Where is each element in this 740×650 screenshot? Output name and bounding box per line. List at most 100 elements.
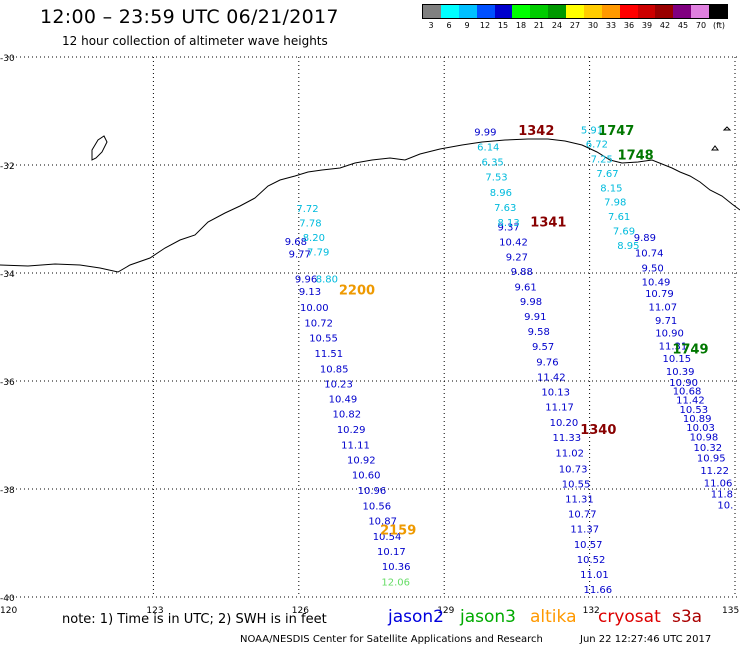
australia-south-coastline xyxy=(0,138,740,273)
wave-height-value: 9.98 xyxy=(520,297,542,308)
wave-height-value: 10.20 xyxy=(550,418,579,429)
page-title: 12:00 – 23:59 UTC 06/21/2017 xyxy=(40,6,339,28)
wave-height-value: 11.17 xyxy=(545,403,574,414)
wave-height-value: 11.42 xyxy=(537,372,566,383)
satellite-name: cryosat xyxy=(598,607,661,627)
legend-swatch xyxy=(566,5,584,18)
wave-height-value: 10.53 xyxy=(679,405,708,416)
wave-height-labels: 9.689.779.969.1310.0010.7210.5511.5110.8… xyxy=(285,124,734,596)
legend-label: 27 xyxy=(569,21,581,30)
wave-height-value: 11.8 xyxy=(711,490,733,501)
wave-height-value: 10.90 xyxy=(655,329,684,340)
wave-height-value: 11.11 xyxy=(341,441,370,452)
latitude-tick-label: -40 xyxy=(0,594,15,604)
wave-height-value: 10.73 xyxy=(559,464,588,475)
wave-height-value: 6.14 xyxy=(477,142,499,153)
wave-height-value: 10.55 xyxy=(562,479,591,490)
pass-time-label: 1748 xyxy=(618,149,654,164)
legend-label: 3 xyxy=(428,21,434,30)
legend-label: 33 xyxy=(605,21,617,30)
latitude-tick-label: -32 xyxy=(0,162,15,172)
legend-label: 21 xyxy=(533,21,545,30)
wave-height-value: 7.69 xyxy=(613,227,635,238)
legend-label: 9 xyxy=(464,21,470,30)
wave-height-value: 10.96 xyxy=(358,486,387,497)
wave-height-value: 9.88 xyxy=(511,267,533,278)
legend-swatch xyxy=(655,5,674,18)
wave-height-value: 10.74 xyxy=(635,248,664,259)
legend-label: 42 xyxy=(659,21,671,30)
wave-height-value: 11.22 xyxy=(700,466,729,477)
wave-height-value: 10.87 xyxy=(368,517,397,528)
legend-swatch xyxy=(691,5,709,18)
wave-height-value: 7.63 xyxy=(494,203,516,214)
pass-time-label: 1747 xyxy=(598,124,634,139)
legend-swatch xyxy=(440,5,459,18)
wave-height-value: 9.27 xyxy=(506,253,528,264)
wave-height-value: 11.31 xyxy=(565,495,594,506)
wave-height-value: 11.01 xyxy=(580,570,609,581)
wave-height-value: 9.76 xyxy=(536,357,558,368)
wave-height-value: 10.79 xyxy=(645,289,674,300)
wave-height-value: 11.42 xyxy=(676,396,705,407)
wave-height-value: 10.77 xyxy=(568,510,597,521)
legend-label: 6 xyxy=(446,21,452,30)
latitude-tick-label: -34 xyxy=(0,270,15,280)
wave-height-value: 12.06 xyxy=(381,578,410,589)
longitude-tick-label: 135 xyxy=(722,606,739,616)
wave-height-value: 11.33 xyxy=(553,433,582,444)
pass-time-label: 1341 xyxy=(530,216,566,231)
longitude-tick-label: 123 xyxy=(146,606,163,616)
wave-height-value: 10.54 xyxy=(373,532,402,543)
wave-height-value: 11.66 xyxy=(584,585,613,596)
longitude-tick-label: 120 xyxy=(0,606,17,616)
legend-swatch xyxy=(512,5,531,18)
wave-height-value: 9.57 xyxy=(532,342,554,353)
legend-label: 18 xyxy=(515,21,527,30)
legend-label: 36 xyxy=(623,21,635,30)
wave-height-value: 8.80 xyxy=(316,275,338,286)
wave-height-value: 10.55 xyxy=(309,334,338,345)
satellite-name: jason3 xyxy=(460,607,516,627)
wave-height-value: 10.89 xyxy=(683,414,712,425)
latitude-tick-label: -30 xyxy=(0,54,15,64)
wave-height-value: 10.13 xyxy=(541,388,570,399)
satellite-name: s3a xyxy=(672,607,703,627)
legend-label: 15 xyxy=(497,21,509,30)
wave-height-value: 10.68 xyxy=(673,387,702,398)
wave-height-value: 9.68 xyxy=(285,237,307,248)
legend-swatch xyxy=(673,5,692,18)
wave-height-value: 9.71 xyxy=(655,316,677,327)
wave-height-value: 10.23 xyxy=(324,379,353,390)
wave-height-value: 10.95 xyxy=(697,453,726,464)
legend-swatch xyxy=(494,5,513,18)
wave-height-value: 9.91 xyxy=(524,312,546,323)
latitude-tick-label: -36 xyxy=(0,378,15,388)
legend-swatch xyxy=(458,5,477,18)
legend-swatch xyxy=(530,5,549,18)
wave-height-value: 10.00 xyxy=(300,303,329,314)
wave-height-value: 9.50 xyxy=(641,263,663,274)
wave-height-value: 9.61 xyxy=(514,282,536,293)
wave-height-value: 8.15 xyxy=(600,183,622,194)
legend-label: 12 xyxy=(479,21,491,30)
wave-height-value: 10.90 xyxy=(669,378,698,389)
wave-height-value: 9.77 xyxy=(289,249,311,260)
legend-label: (ft) xyxy=(712,21,726,30)
legend-swatch xyxy=(619,5,638,18)
satellite-name: jason2 xyxy=(388,607,444,627)
wave-height-value: 10.60 xyxy=(352,471,381,482)
longitude-tick-label: 129 xyxy=(437,606,454,616)
legend-swatch xyxy=(423,5,441,18)
wave-height-value: 7.25 xyxy=(591,154,613,165)
footer-note: note: 1) Time is in UTC; 2) SWH is in fe… xyxy=(62,612,327,627)
color-scale-legend: 3 6 9 12 15 18 21 24 27 30 33 36 39 42 45 70 (ft) xyxy=(422,4,728,36)
legend-label: 24 xyxy=(551,21,563,30)
wave-height-value: 10.49 xyxy=(329,395,358,406)
wave-height-value: 9.13 xyxy=(299,287,321,298)
page-subtitle: 12 hour collection of altimeter wave hei… xyxy=(62,34,328,48)
credit-text: NOAA/NESDIS Center for Satellite Applica… xyxy=(240,634,543,645)
longitude-tick-label: 126 xyxy=(292,606,309,616)
wave-height-value: 5.91 xyxy=(581,126,603,137)
wave-height-value: 6.72 xyxy=(586,140,608,151)
